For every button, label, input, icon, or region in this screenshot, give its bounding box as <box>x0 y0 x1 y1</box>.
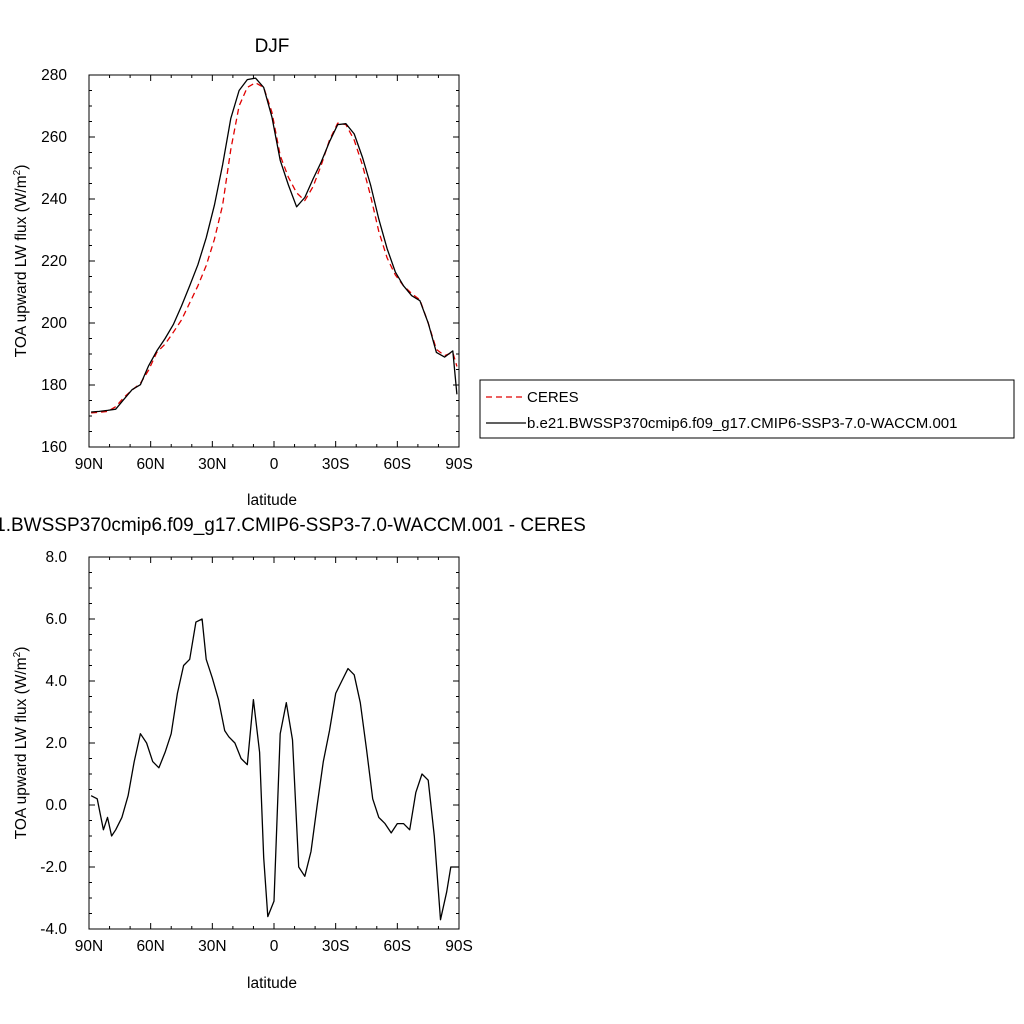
bottom-panel: b.e21.BWSSP370cmip6.f09_g17.CMIP6-SSP3-7… <box>0 515 586 992</box>
top-y-tick-label: 260 <box>41 129 67 146</box>
bottom-x-tick-label: 30S <box>322 938 350 955</box>
bottom-y-axis-title-main: TOA upward LW flux (W/m <box>13 657 30 839</box>
bottom-x-tick-label: 60N <box>136 938 164 955</box>
bottom-lines <box>90 618 459 921</box>
legend-model-label: b.e21.BWSSP370cmip6.f09_g17.CMIP6-SSP3-7… <box>527 415 957 432</box>
bottom-plot-frame <box>88 556 460 930</box>
top-series-line-1 <box>91 77 458 413</box>
top-x-tick-label: 0 <box>270 456 279 473</box>
top-x-tick-label: 90S <box>445 456 473 473</box>
top-y-tick-label: 200 <box>41 315 67 332</box>
bottom-y-tick-label: -2.0 <box>40 859 67 876</box>
bottom-y-axis-title-sup: 2 <box>12 651 23 657</box>
top-x-tick-label: 60N <box>136 456 164 473</box>
bottom-y-tick-label: 4.0 <box>45 673 67 690</box>
bottom-series-line-0 <box>90 618 459 921</box>
bottom-y-tick-label: 2.0 <box>45 735 67 752</box>
top-x-axis-title: latitude <box>247 492 297 509</box>
top-y-tick-label: 240 <box>41 191 67 208</box>
bottom-x-tick-label: 60S <box>384 938 412 955</box>
bottom-x-tick-label: 90S <box>445 938 473 955</box>
legend-ceres-label: CERES <box>527 389 579 406</box>
top-ticks: 90N 60N 30N 0 30S 60S 90S 160 180 200 220 240 260 280 <box>41 67 473 473</box>
top-panel: DJF 90N 60N 30N 0 30S 60S 90S 160 180 200 220 240 26… <box>12 36 473 509</box>
top-y-tick-label: 160 <box>41 439 67 456</box>
top-x-tick-label: 60S <box>384 456 412 473</box>
top-x-tick-label: 30S <box>322 456 350 473</box>
top-y-tick-label: 180 <box>41 377 67 394</box>
top-y-axis-title: TOA upward LW flux (W/m2) <box>12 165 30 358</box>
top-y-axis-title-sup: 2 <box>12 169 23 175</box>
bottom-x-tick-label: 30N <box>198 938 226 955</box>
bottom-chart-title: b.e21.BWSSP370cmip6.f09_g17.CMIP6-SSP3-7… <box>0 515 586 536</box>
legend: CERES b.e21.BWSSP370cmip6.f09_g17.CMIP6-… <box>479 379 1015 439</box>
top-x-tick-label: 30N <box>198 456 226 473</box>
bottom-x-tick-label: 0 <box>270 938 279 955</box>
top-series-line-0 <box>91 82 458 414</box>
top-lines <box>91 77 458 414</box>
bottom-y-axis-title-end: ) <box>13 647 30 652</box>
bottom-y-axis-title: TOA upward LW flux (W/m2) <box>12 647 30 840</box>
bottom-y-tick-label: 8.0 <box>45 549 67 566</box>
bottom-y-tick-label: 6.0 <box>45 611 67 628</box>
top-y-axis-title-end: ) <box>13 165 30 170</box>
bottom-x-tick-label: 90N <box>75 938 103 955</box>
top-chart-title: DJF <box>255 36 290 57</box>
bottom-y-tick-label: -4.0 <box>40 921 67 938</box>
legend-frame <box>479 379 1015 439</box>
top-y-tick-label: 220 <box>41 253 67 270</box>
top-x-tick-label: 90N <box>75 456 103 473</box>
bottom-x-axis-title: latitude <box>247 975 297 992</box>
top-y-axis-title-main: TOA upward LW flux (W/m <box>13 175 30 357</box>
bottom-y-tick-label: 0.0 <box>45 797 67 814</box>
bottom-ticks: 90N 60N 30N 0 30S 60S 90S -4.0 -2.0 0.0 2.0 4.0 6.0 8… <box>40 549 473 955</box>
top-y-tick-label: 280 <box>41 67 67 84</box>
